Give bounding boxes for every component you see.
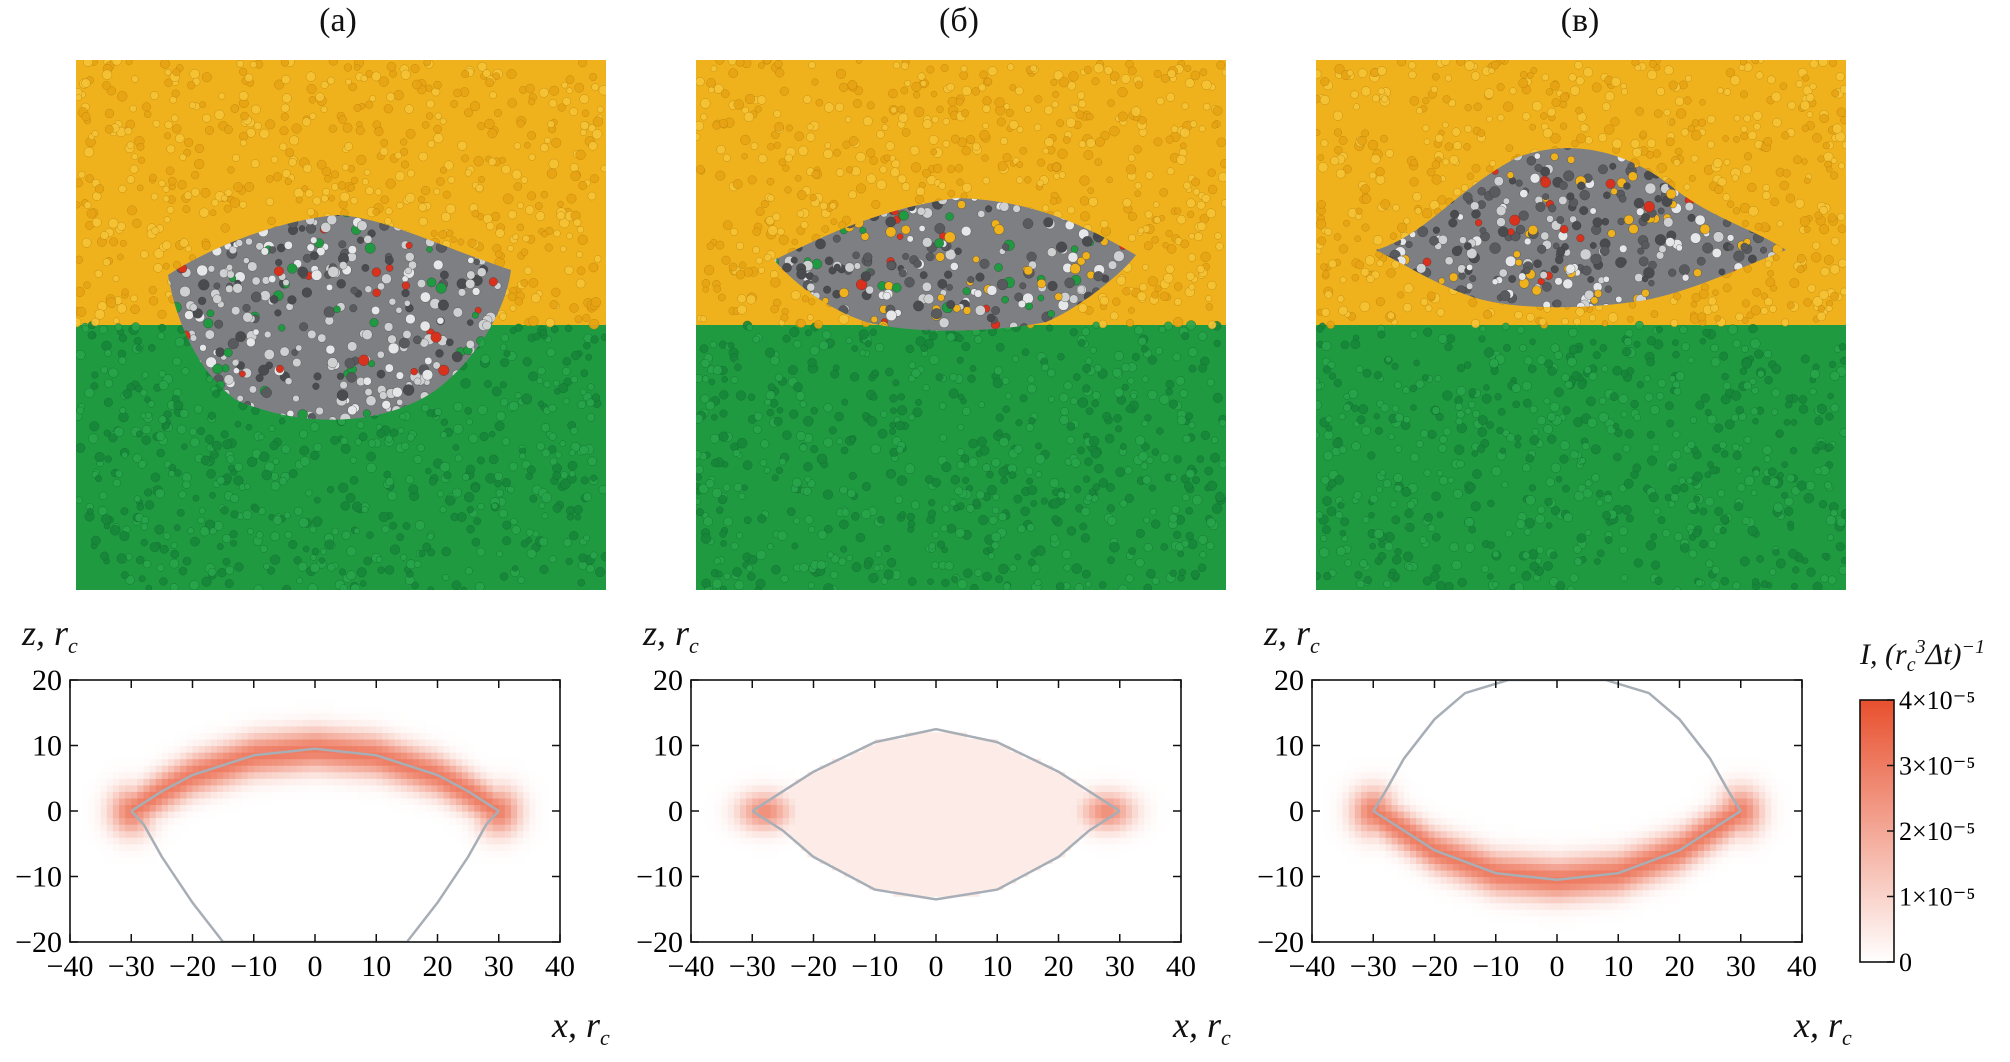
y-tick-label: 0 — [47, 795, 62, 828]
x-tick-label: 10 — [1603, 950, 1633, 983]
x-tick-label: −40 — [668, 950, 715, 983]
y-tick-label: −10 — [636, 861, 683, 894]
phase-texture — [696, 60, 1226, 590]
x-tick-label: 20 — [1044, 950, 1074, 983]
x-tick-label: 20 — [423, 950, 453, 983]
contour-upper — [130, 747, 500, 813]
x-tick-label: 30 — [1105, 950, 1135, 983]
y-tick-label: −10 — [1257, 861, 1304, 894]
x-tick-label: 0 — [929, 950, 944, 983]
y-tick-label: −10 — [15, 861, 62, 894]
snapshot-c — [1316, 60, 1846, 590]
y-tick-label: −20 — [15, 926, 62, 959]
colorbar: 4×10⁻⁵ 3×10⁻⁵ 2×10⁻⁵ 1×10⁻⁵ 0 — [1859, 686, 1975, 977]
x-tick-label: −20 — [790, 950, 837, 983]
x-tick-label: 0 — [308, 950, 323, 983]
heat-cells — [1324, 758, 1791, 930]
panel-label-b: (б) — [939, 2, 979, 39]
y-tick-label: −20 — [1257, 926, 1304, 959]
contour-lower — [1372, 809, 1742, 882]
panel-label-a: (а) — [319, 2, 357, 39]
contour-upper — [1372, 680, 1742, 812]
ylabel-c: z, rc — [1264, 613, 1320, 659]
x-tick-label: −20 — [169, 950, 216, 983]
colorbar-tick-label: 1×10⁻⁵ — [1899, 883, 1975, 912]
y-tick-label: 0 — [1289, 795, 1304, 828]
colorbar-tick-label: 0 — [1899, 948, 1912, 977]
x-tick-label: −10 — [851, 950, 898, 983]
colorbar-tick-label: 3×10⁻⁵ — [1899, 752, 1975, 781]
x-tick-label: −30 — [1350, 950, 1397, 983]
snapshot-b-canvas — [696, 60, 1226, 590]
colorbar-tick-label: 2×10⁻⁵ — [1899, 817, 1975, 846]
x-tick-label: −10 — [230, 950, 277, 983]
y-tick-label: 10 — [32, 730, 62, 763]
x-tick-label: 0 — [1550, 950, 1565, 983]
x-tick-label: 20 — [1665, 950, 1695, 983]
y-tick-label: −20 — [636, 926, 683, 959]
y-tick-label: 20 — [653, 664, 683, 697]
ylabel-a: z, rc — [22, 613, 78, 659]
colorbar-title: I, (rc3Δt)−1 — [1860, 636, 1986, 676]
x-tick-label: 30 — [484, 950, 514, 983]
x-tick-label: −40 — [47, 950, 94, 983]
heatmap-plot-c: −40 −30 −20 −10 0 10 20 30 40 −20 −10 0 10 20 — [1257, 664, 1817, 983]
snapshot-a — [76, 60, 606, 590]
heatmap-plot-a: −40 −30 −20 −10 0 10 20 30 40 −20 −10 0 10 20 — [15, 664, 575, 983]
colorbar-tick-label: 4×10⁻⁵ — [1899, 686, 1975, 715]
y-tick-label: 20 — [1274, 664, 1304, 697]
x-tick-label: −30 — [729, 950, 776, 983]
phase-texture — [1316, 60, 1846, 590]
phase-texture — [76, 60, 606, 590]
heat-cells — [703, 732, 1170, 897]
panel-label-c: (в) — [1560, 2, 1600, 39]
snapshot-a-canvas — [76, 60, 606, 590]
y-tick-label: 10 — [1274, 730, 1304, 763]
xlabel-b: x, rc — [1173, 1005, 1231, 1051]
x-tick-label: 30 — [1726, 950, 1756, 983]
x-tick-label: 40 — [1787, 950, 1817, 983]
contour-upper — [751, 727, 1121, 813]
contour-lower — [751, 809, 1121, 901]
x-tick-label: −30 — [108, 950, 155, 983]
x-tick-label: 40 — [1166, 950, 1196, 983]
y-tick-label: 10 — [653, 730, 683, 763]
y-tick-label: 20 — [32, 664, 62, 697]
snapshot-c-canvas — [1316, 60, 1846, 590]
ylabel-b: z, rc — [643, 613, 699, 659]
x-tick-label: 10 — [982, 950, 1012, 983]
xlabel-c: x, rc — [1794, 1005, 1852, 1051]
y-tick-label: 0 — [668, 795, 683, 828]
heatmap-plot-b: −40 −30 −20 −10 0 10 20 30 40 −20 −10 0 10 20 — [636, 664, 1196, 983]
xlabel-a: x, rc — [552, 1005, 610, 1051]
x-tick-label: 10 — [361, 950, 391, 983]
x-tick-label: −10 — [1472, 950, 1519, 983]
contour-lower — [130, 810, 500, 942]
snapshot-b — [696, 60, 1226, 590]
x-tick-label: 40 — [545, 950, 575, 983]
x-tick-label: −40 — [1289, 950, 1336, 983]
x-tick-label: −20 — [1411, 950, 1458, 983]
